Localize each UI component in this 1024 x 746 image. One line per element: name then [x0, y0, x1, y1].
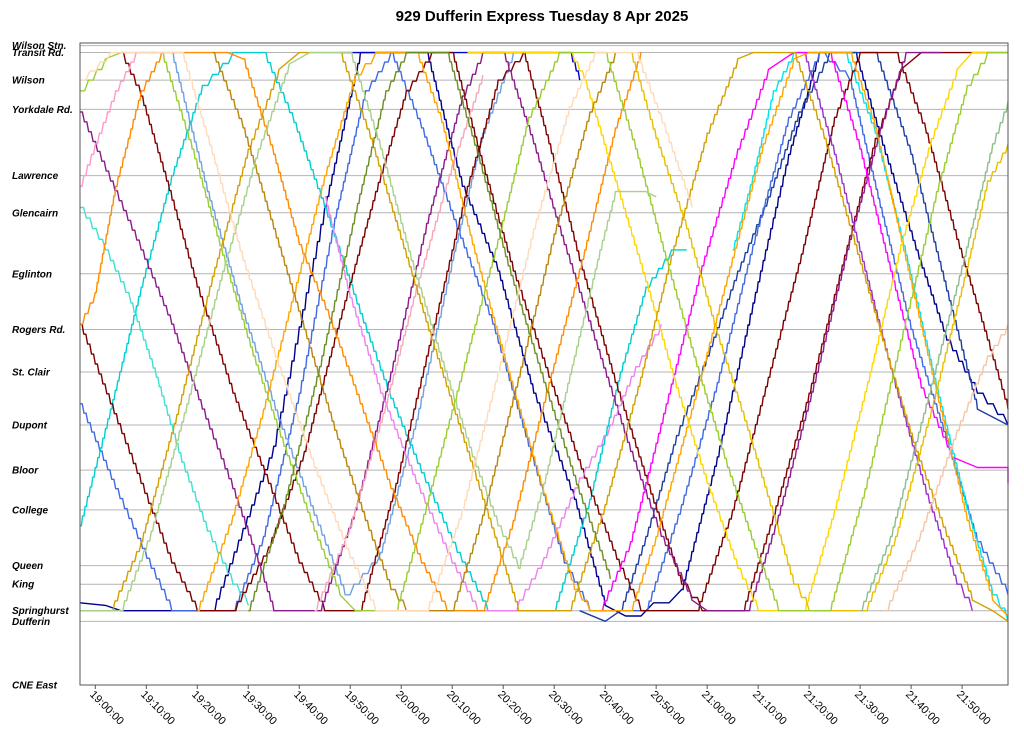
stop-label: Transit Rd.	[12, 48, 64, 59]
stop-label: Lawrence	[12, 171, 59, 182]
stop-label: Bloor	[12, 466, 39, 477]
x-tick-label: 20:30:00	[546, 689, 585, 728]
stop-label: Glencairn	[12, 208, 58, 219]
stop-labels: Wilson Stn.Transit Rd. Wilson Yorkdale Rd.…	[12, 41, 73, 691]
x-tick-label: 21:20:00	[801, 689, 840, 728]
x-tick-label: 19:50:00	[342, 689, 381, 728]
stop-label: Wilson Stn.	[12, 41, 66, 52]
x-tick-label: 21:30:00	[852, 689, 891, 728]
trip-line-7	[732, 51, 1009, 622]
trip-line-21	[212, 51, 617, 612]
x-tick-label: 21:00:00	[699, 689, 738, 728]
x-tick-label: 19:00:00	[87, 689, 126, 728]
trip-line-5	[80, 51, 687, 612]
stop-label: Eglinton	[12, 269, 52, 280]
stop-label: CNE East	[12, 681, 58, 692]
trip-line-12	[600, 51, 1009, 612]
trip-line-18	[467, 51, 1008, 612]
trip-line-8	[80, 51, 1009, 612]
stop-label: St. Clair	[12, 367, 51, 378]
trip-lines	[79, 51, 1009, 622]
gridlines	[80, 45, 1008, 686]
stop-label: College	[12, 505, 49, 516]
stop-label: Dupont	[12, 421, 48, 432]
trip-line-19	[630, 51, 1009, 612]
trip-line-2	[579, 51, 1009, 622]
stop-label: Queen	[12, 561, 43, 572]
x-tick-label: 19:40:00	[291, 689, 330, 728]
trip-line-16	[80, 51, 642, 612]
chart-title: 929 Dufferin Express Tuesday 8 Apr 2025	[395, 8, 689, 25]
trip-line-6	[80, 206, 249, 606]
trip-line-13	[80, 51, 157, 187]
trip-line-4	[171, 51, 555, 596]
plot-area-border	[79, 42, 1009, 686]
x-tick-label: 19:30:00	[240, 689, 279, 728]
x-tick-label: 19:20:00	[189, 689, 228, 728]
x-tick-label: 20:00:00	[393, 689, 432, 728]
x-tick-label: 21:10:00	[750, 689, 789, 728]
x-tick-label: 21:50:00	[954, 689, 993, 728]
x-tick-label: 19:10:00	[138, 689, 177, 728]
trip-line-0	[79, 51, 1009, 617]
trip-line-20	[80, 51, 1009, 622]
trip-line-24	[80, 51, 657, 612]
trip-line-27	[885, 324, 1009, 612]
stop-label: Dufferin	[12, 617, 50, 628]
trip-line-11	[804, 51, 973, 611]
stop-label: Wilson	[12, 76, 45, 87]
x-tick-label: 20:50:00	[648, 689, 687, 728]
x-tick-label: 20:20:00	[495, 689, 534, 728]
trip-line-10	[80, 51, 942, 612]
time-tick-labels: 19:00:00 19:10:00 19:20:00 19:30:00 19:40:00…	[87, 685, 993, 727]
stop-label: Springhurst	[12, 606, 69, 617]
trip-line-3	[80, 51, 1009, 612]
trip-line-22	[80, 51, 1008, 612]
trip-line-26	[80, 51, 693, 612]
x-tick-label: 21:40:00	[903, 689, 942, 728]
trip-line-14	[324, 196, 662, 612]
trip-line-25	[860, 101, 1009, 612]
stop-label: Rogers Rd.	[12, 325, 65, 336]
x-tick-label: 20:10:00	[444, 689, 483, 728]
stop-label: King	[12, 580, 34, 591]
x-tick-label: 20:40:00	[597, 689, 636, 728]
stop-label: Yorkdale Rd.	[12, 105, 73, 116]
trip-line-9	[120, 51, 1008, 612]
trip-line-17	[197, 51, 1009, 617]
